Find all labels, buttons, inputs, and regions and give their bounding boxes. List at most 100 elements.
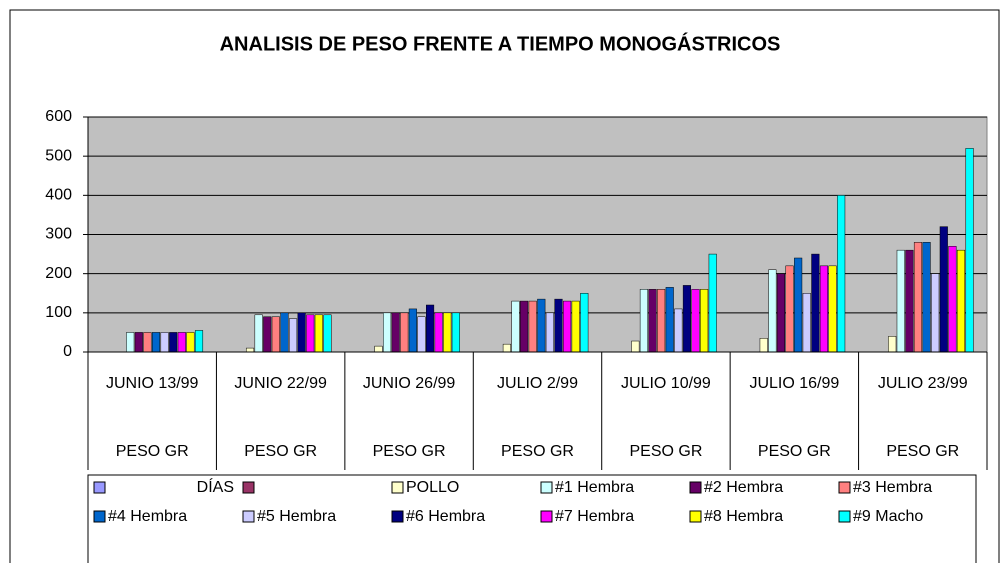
x-tick-label: JULIO 10/99 [621,375,711,392]
bar [554,298,563,353]
bar [657,289,666,353]
bar [511,300,520,353]
bar [674,308,683,353]
bar [263,316,272,353]
bar [297,312,306,353]
bar [682,285,691,353]
bar [408,308,417,353]
bar [888,336,897,353]
bar [948,246,957,353]
bar [837,195,846,353]
legend-label: #4 Hembra [108,508,187,525]
bar [245,347,255,353]
bar [426,304,435,353]
bar [280,312,289,353]
bar [776,273,786,353]
bar [314,314,323,353]
legend-swatch [93,510,106,523]
bar [905,249,914,353]
y-tick-label: 0 [63,343,72,360]
bar [545,312,554,353]
bar [700,289,709,353]
x-subcategory-label: PESO GR [244,443,317,460]
bar [785,265,794,353]
bar [434,312,443,353]
bar [913,242,923,353]
bar [288,318,298,353]
x-subcategory-label: PESO GR [758,443,831,460]
bar [126,332,135,353]
legend-swatch [540,510,553,523]
bar [794,257,803,353]
legend-swatch [391,481,404,494]
x-tick-label: JULIO 2/99 [497,375,578,392]
legend-label: #9 Macho [853,508,923,525]
y-tick-label: 300 [45,226,72,243]
legend-swatch [689,481,702,494]
bar [665,287,674,353]
bar [374,345,383,353]
bar [160,332,169,353]
x-tick-label: JULIO 23/99 [878,375,968,392]
bar [639,289,648,353]
bar [939,226,948,353]
bar [271,316,280,353]
bar [965,148,974,353]
legend-swatch [242,510,255,523]
legend-swatch [838,481,851,494]
x-subcategory-label: PESO GR [116,443,189,460]
legend-box [87,474,977,563]
bar [520,300,529,353]
bar [811,253,820,353]
y-tick-label: 200 [45,265,72,282]
x-tick-label: JUNIO 22/99 [234,375,327,392]
bar [391,312,400,353]
x-tick-label: JUNIO 13/99 [106,375,199,392]
chart-title: ANALISIS DE PESO FRENTE A TIEMPO MONOGÁS… [220,32,781,55]
bar [691,289,700,353]
bar [922,242,931,353]
bar [631,340,640,353]
legend-swatch [242,481,255,494]
y-tick-label: 100 [45,304,72,321]
bar [819,265,829,353]
legend-swatch [838,510,851,523]
legend-swatch [391,510,404,523]
bar [169,332,178,353]
legend-label: #3 Hembra [853,479,932,496]
bar [708,253,717,353]
y-tick-label: 600 [45,108,72,125]
bar [306,314,315,353]
bar [451,312,460,353]
legend-label: #8 Hembra [704,508,783,525]
legend-label: #2 Hembra [704,479,783,496]
bar [931,273,940,353]
x-subcategory-label: PESO GR [629,443,702,460]
legend-label: #7 Hembra [555,508,634,525]
bar [443,312,452,353]
bar [563,300,572,353]
legend-label: #1 Hembra [555,479,634,496]
x-subcategory-label: PESO GR [373,443,446,460]
bar [571,300,580,353]
bar [400,312,409,353]
legend-label: POLLO [406,479,459,496]
bar [143,332,152,353]
bar [323,314,332,353]
bar [956,249,966,353]
bar [828,265,837,353]
bar [648,289,657,353]
bar [177,332,186,353]
bar [502,343,511,353]
bar [802,293,811,353]
x-tick-label: JUNIO 26/99 [363,375,456,392]
bar [186,332,195,353]
legend-label: #6 Hembra [406,508,485,525]
y-tick-label: 500 [45,147,72,164]
y-tick-label: 400 [45,187,72,204]
bar [768,269,777,353]
legend-swatch [540,481,553,494]
bar [134,332,143,353]
x-tick-label: JULIO 16/99 [749,375,839,392]
